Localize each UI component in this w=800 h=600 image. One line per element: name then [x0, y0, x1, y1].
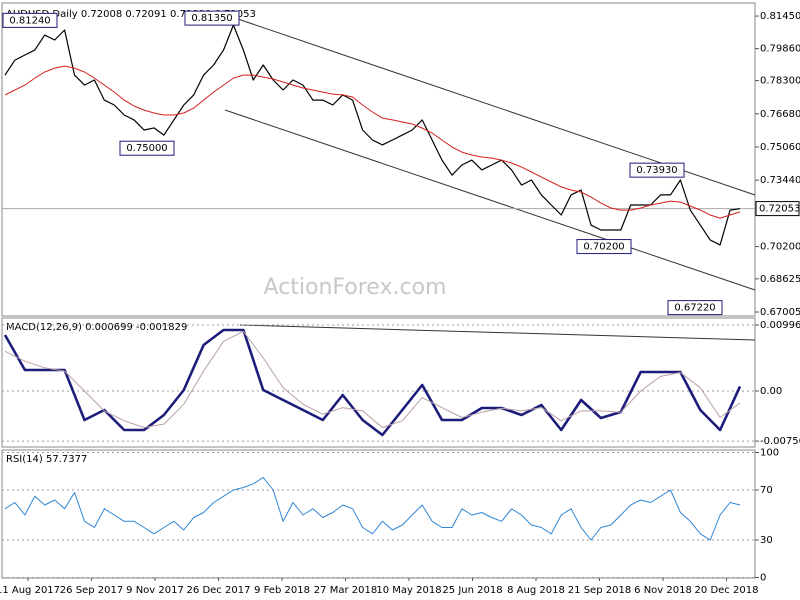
series-line: [4, 24, 741, 246]
y-tick-label: 0.73440: [760, 175, 800, 186]
series-line: [3, 328, 742, 437]
y-tick-label: 0.009964: [760, 320, 800, 331]
x-tick-label: 6 Nov 2018: [634, 585, 692, 596]
y-tick-label: 70: [760, 485, 773, 496]
annotation-box: [576, 239, 632, 255]
last-price-label: 0.72053: [759, 204, 800, 215]
y-tick-label: 0.79860: [760, 44, 800, 55]
annotation-label: 0.73930: [636, 165, 677, 176]
annotation-label: 0.75000: [126, 143, 167, 154]
annotation-label: 0.67220: [674, 303, 715, 314]
annotation-box: [629, 162, 685, 178]
panel-title: AUDUSD,Daily 0.72008 0.72091 0.71890 0.7…: [6, 9, 256, 20]
panel-title: MACD(12,26,9) 0.000699 -0.001829: [6, 322, 187, 333]
x-tick-label: 11 Aug 2017: [0, 585, 60, 596]
y-tick-label: 0.67005: [760, 307, 800, 318]
panel-title: RSI(14) 57.7377: [6, 454, 87, 465]
x-tick-label: 10 May 2018: [376, 585, 441, 596]
x-tick-label: 9 Feb 2018: [254, 585, 310, 596]
x-tick-label: 26 Dec 2017: [187, 585, 251, 596]
annotation-box: [667, 300, 723, 316]
x-tick-label: 9 Nov 2017: [126, 585, 184, 596]
y-tick-label: 0.68625: [760, 274, 800, 285]
annotation-box: [2, 12, 58, 28]
annotation-label: 0.81240: [9, 15, 50, 26]
y-tick-label: 0.75060: [760, 142, 800, 153]
y-tick-label: 0.76680: [760, 109, 800, 120]
series-line: [4, 330, 741, 428]
x-tick-label: 25 Jun 2018: [442, 585, 502, 596]
y-tick-label: 0.81450: [760, 11, 800, 22]
y-tick-label: 0.00: [760, 386, 782, 397]
x-tick-label: 26 Sep 2017: [60, 585, 123, 596]
macd-trendline: [239, 324, 756, 341]
y-tick-label: 30: [760, 535, 773, 546]
annotation-box: [184, 10, 240, 26]
x-tick-label: 20 Dec 2018: [695, 585, 759, 596]
annotation-label: 0.81350: [191, 13, 232, 24]
x-tick-label: 21 Sep 2018: [568, 585, 631, 596]
annotation-box: [119, 140, 175, 156]
last-price-box: [755, 201, 800, 217]
price-panel: [1, 2, 756, 317]
series-line: [4, 477, 741, 541]
y-tick-label: 0.78300: [760, 76, 800, 87]
channel-lower: [224, 109, 756, 291]
y-tick-label: -0.00756: [760, 436, 800, 447]
watermark: ActionForex.com: [264, 275, 447, 300]
annotation-label: 0.70200: [583, 242, 624, 253]
macd-panel: [1, 317, 756, 448]
y-tick-label: 0: [760, 573, 766, 584]
x-tick-label: 8 Aug 2018: [507, 585, 565, 596]
series-line: [4, 65, 741, 219]
y-tick-label: 100: [760, 448, 779, 459]
x-tick-label: 27 Mar 2018: [314, 585, 377, 596]
y-tick-label: 0.70200: [760, 242, 800, 253]
